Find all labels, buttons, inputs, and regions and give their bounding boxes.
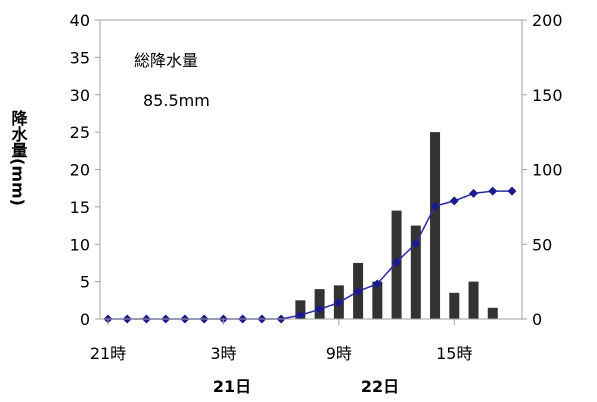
cumulative-point — [295, 310, 305, 320]
precip-bar — [449, 292, 460, 319]
precip-bar — [468, 281, 479, 319]
total-precip-label: 総降水量 — [134, 51, 198, 70]
x-tick-label: 9時 — [326, 344, 352, 363]
cumulative-point — [449, 196, 459, 206]
cumulative-point — [315, 304, 325, 314]
x-tick-label: 21時 — [90, 344, 126, 363]
day-label-21: 21日 — [213, 377, 251, 396]
cumulative-point — [411, 239, 421, 249]
precip-bar — [372, 281, 383, 319]
precip-bar — [430, 132, 441, 319]
right-tick-label: 50 — [532, 235, 552, 254]
left-axis-ticks: 0 5 10 15 20 25 30 35 40 — [70, 11, 100, 329]
right-axis-ticks: 0 50 100 150 200 — [522, 11, 563, 329]
left-tick-label: 0 — [80, 310, 90, 329]
cumulative-point — [392, 257, 402, 267]
precip-bar — [295, 300, 306, 319]
total-precip-value: 85.5mm — [143, 91, 210, 110]
left-tick-label: 5 — [80, 273, 90, 292]
left-tick-label: 15 — [70, 198, 90, 217]
right-tick-label: 100 — [532, 161, 563, 180]
cumulative-point — [334, 298, 344, 308]
x-tick-label: 15時 — [436, 344, 472, 363]
cumulative-point — [372, 279, 382, 289]
left-tick-label: 25 — [70, 123, 90, 142]
cumulative-point — [469, 188, 479, 198]
right-tick-label: 0 — [532, 310, 542, 329]
cumulative-point — [488, 186, 498, 196]
precip-bar — [487, 307, 498, 319]
cumulative-point — [507, 186, 517, 196]
precip-bar — [314, 289, 325, 319]
right-tick-label: 200 — [532, 11, 563, 30]
cumulative-point — [430, 201, 440, 211]
x-axis-ticks: 21時 3時 9時 15時 — [90, 319, 472, 363]
cumulative-point — [353, 286, 363, 296]
day-label-22: 22日 — [361, 377, 399, 396]
left-tick-label: 20 — [70, 161, 90, 180]
left-axis-title: 降水量(mm) — [9, 109, 28, 206]
precip-bar — [410, 225, 421, 319]
left-tick-label: 10 — [70, 235, 90, 254]
right-tick-label: 150 — [532, 86, 563, 105]
left-tick-label: 30 — [70, 86, 90, 105]
x-tick-label: 3時 — [210, 344, 236, 363]
left-tick-label: 40 — [70, 11, 90, 30]
left-tick-label: 35 — [70, 48, 90, 67]
bars-layer — [295, 132, 498, 319]
